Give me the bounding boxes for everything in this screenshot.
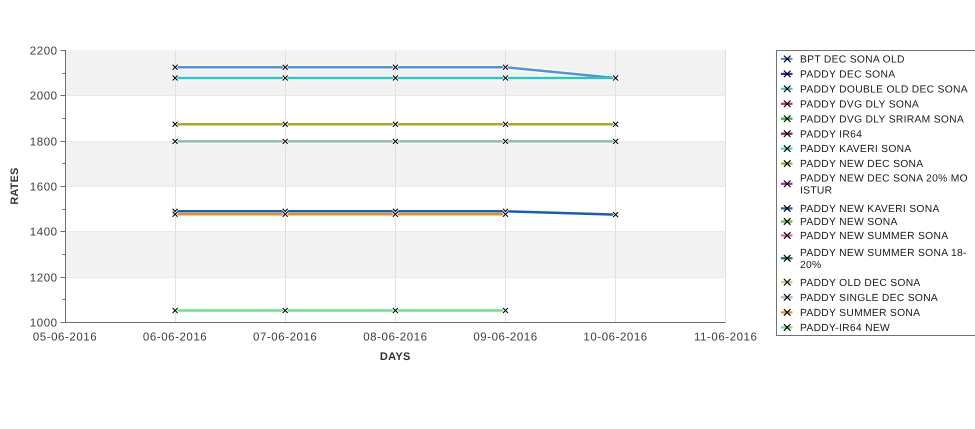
svg-text:PADDY NEW SUMMER SONA 18-: PADDY NEW SUMMER SONA 18- <box>800 248 967 259</box>
svg-text:PADDY NEW DEC SONA: PADDY NEW DEC SONA <box>800 159 923 170</box>
svg-text:BPT DEC SONA OLD: BPT DEC SONA OLD <box>800 55 905 66</box>
svg-text:PADDY DVG DLY SONA: PADDY DVG DLY SONA <box>800 99 919 110</box>
svg-text:PADDY DOUBLE OLD DEC SONA: PADDY DOUBLE OLD DEC SONA <box>800 84 968 95</box>
svg-text:1400: 1400 <box>30 227 58 239</box>
svg-text:1600: 1600 <box>30 182 58 194</box>
svg-text:PADDY SINGLE DEC SONA: PADDY SINGLE DEC SONA <box>800 293 938 304</box>
svg-text:1800: 1800 <box>30 137 58 149</box>
svg-text:DAYS: DAYS <box>380 351 411 363</box>
svg-text:05-06-2016: 05-06-2016 <box>33 332 97 344</box>
svg-text:1000: 1000 <box>30 318 58 330</box>
svg-text:PADDY NEW SUMMER SONA: PADDY NEW SUMMER SONA <box>800 231 948 242</box>
svg-text:20%: 20% <box>800 260 822 271</box>
svg-text:09-06-2016: 09-06-2016 <box>473 332 537 344</box>
svg-text:11-06-2016: 11-06-2016 <box>694 332 757 344</box>
svg-text:PADDY NEW DEC SONA 20% MO: PADDY NEW DEC SONA 20% MO <box>800 173 968 184</box>
svg-text:RATES: RATES <box>9 167 21 204</box>
svg-text:PADDY IR64: PADDY IR64 <box>800 129 862 140</box>
svg-text:PADDY OLD DEC SONA: PADDY OLD DEC SONA <box>800 278 921 289</box>
svg-text:06-06-2016: 06-06-2016 <box>143 332 207 344</box>
svg-text:07-06-2016: 07-06-2016 <box>253 332 317 344</box>
svg-text:ISTUR: ISTUR <box>800 185 832 196</box>
svg-text:PADDY NEW SONA: PADDY NEW SONA <box>800 217 898 228</box>
svg-text:PADDY-IR64 NEW: PADDY-IR64 NEW <box>800 323 890 334</box>
svg-text:PADDY SUMMER SONA: PADDY SUMMER SONA <box>800 308 920 319</box>
svg-text:1200: 1200 <box>30 273 58 285</box>
svg-text:10-06-2016: 10-06-2016 <box>583 332 647 344</box>
svg-text:PADDY NEW KAVERI SONA: PADDY NEW KAVERI SONA <box>800 204 940 215</box>
svg-text:08-06-2016: 08-06-2016 <box>363 332 427 344</box>
svg-text:PADDY DVG DLY SRIRAM SONA: PADDY DVG DLY SRIRAM SONA <box>800 114 964 125</box>
svg-text:2000: 2000 <box>30 91 58 103</box>
svg-text:PADDY DEC SONA: PADDY DEC SONA <box>800 70 895 81</box>
svg-text:PADDY KAVERI SONA: PADDY KAVERI SONA <box>800 144 912 155</box>
svg-text:2200: 2200 <box>30 46 58 58</box>
